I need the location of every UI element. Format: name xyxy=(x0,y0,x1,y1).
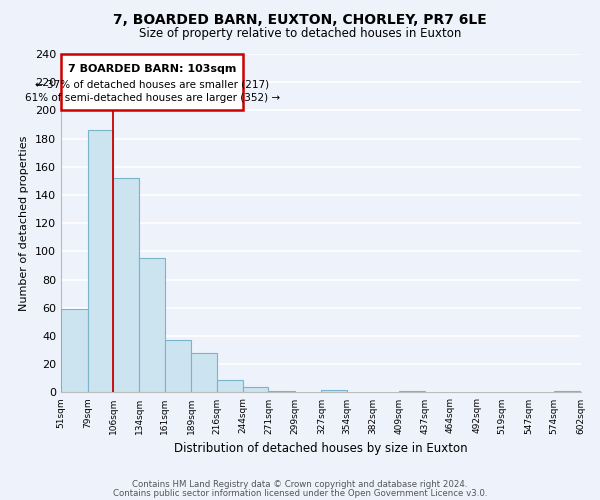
Bar xyxy=(321,390,347,392)
Bar xyxy=(88,130,113,392)
Text: 7 BOARDED BARN: 103sqm: 7 BOARDED BARN: 103sqm xyxy=(68,64,236,74)
Bar xyxy=(113,178,139,392)
Bar xyxy=(61,54,243,110)
X-axis label: Distribution of detached houses by size in Euxton: Distribution of detached houses by size … xyxy=(174,442,467,455)
Text: ← 37% of detached houses are smaller (217): ← 37% of detached houses are smaller (21… xyxy=(35,80,269,90)
Bar xyxy=(243,387,268,392)
Bar xyxy=(165,340,191,392)
Text: 7, BOARDED BARN, EUXTON, CHORLEY, PR7 6LE: 7, BOARDED BARN, EUXTON, CHORLEY, PR7 6L… xyxy=(113,12,487,26)
Bar xyxy=(217,380,243,392)
Text: Size of property relative to detached houses in Euxton: Size of property relative to detached ho… xyxy=(139,28,461,40)
Bar xyxy=(191,353,217,393)
Bar xyxy=(398,391,425,392)
Bar xyxy=(61,309,88,392)
Text: Contains public sector information licensed under the Open Government Licence v3: Contains public sector information licen… xyxy=(113,488,487,498)
Y-axis label: Number of detached properties: Number of detached properties xyxy=(19,136,29,311)
Text: 61% of semi-detached houses are larger (352) →: 61% of semi-detached houses are larger (… xyxy=(25,94,280,104)
Bar xyxy=(139,258,165,392)
Text: Contains HM Land Registry data © Crown copyright and database right 2024.: Contains HM Land Registry data © Crown c… xyxy=(132,480,468,489)
Bar xyxy=(554,391,581,392)
Bar xyxy=(268,391,295,392)
